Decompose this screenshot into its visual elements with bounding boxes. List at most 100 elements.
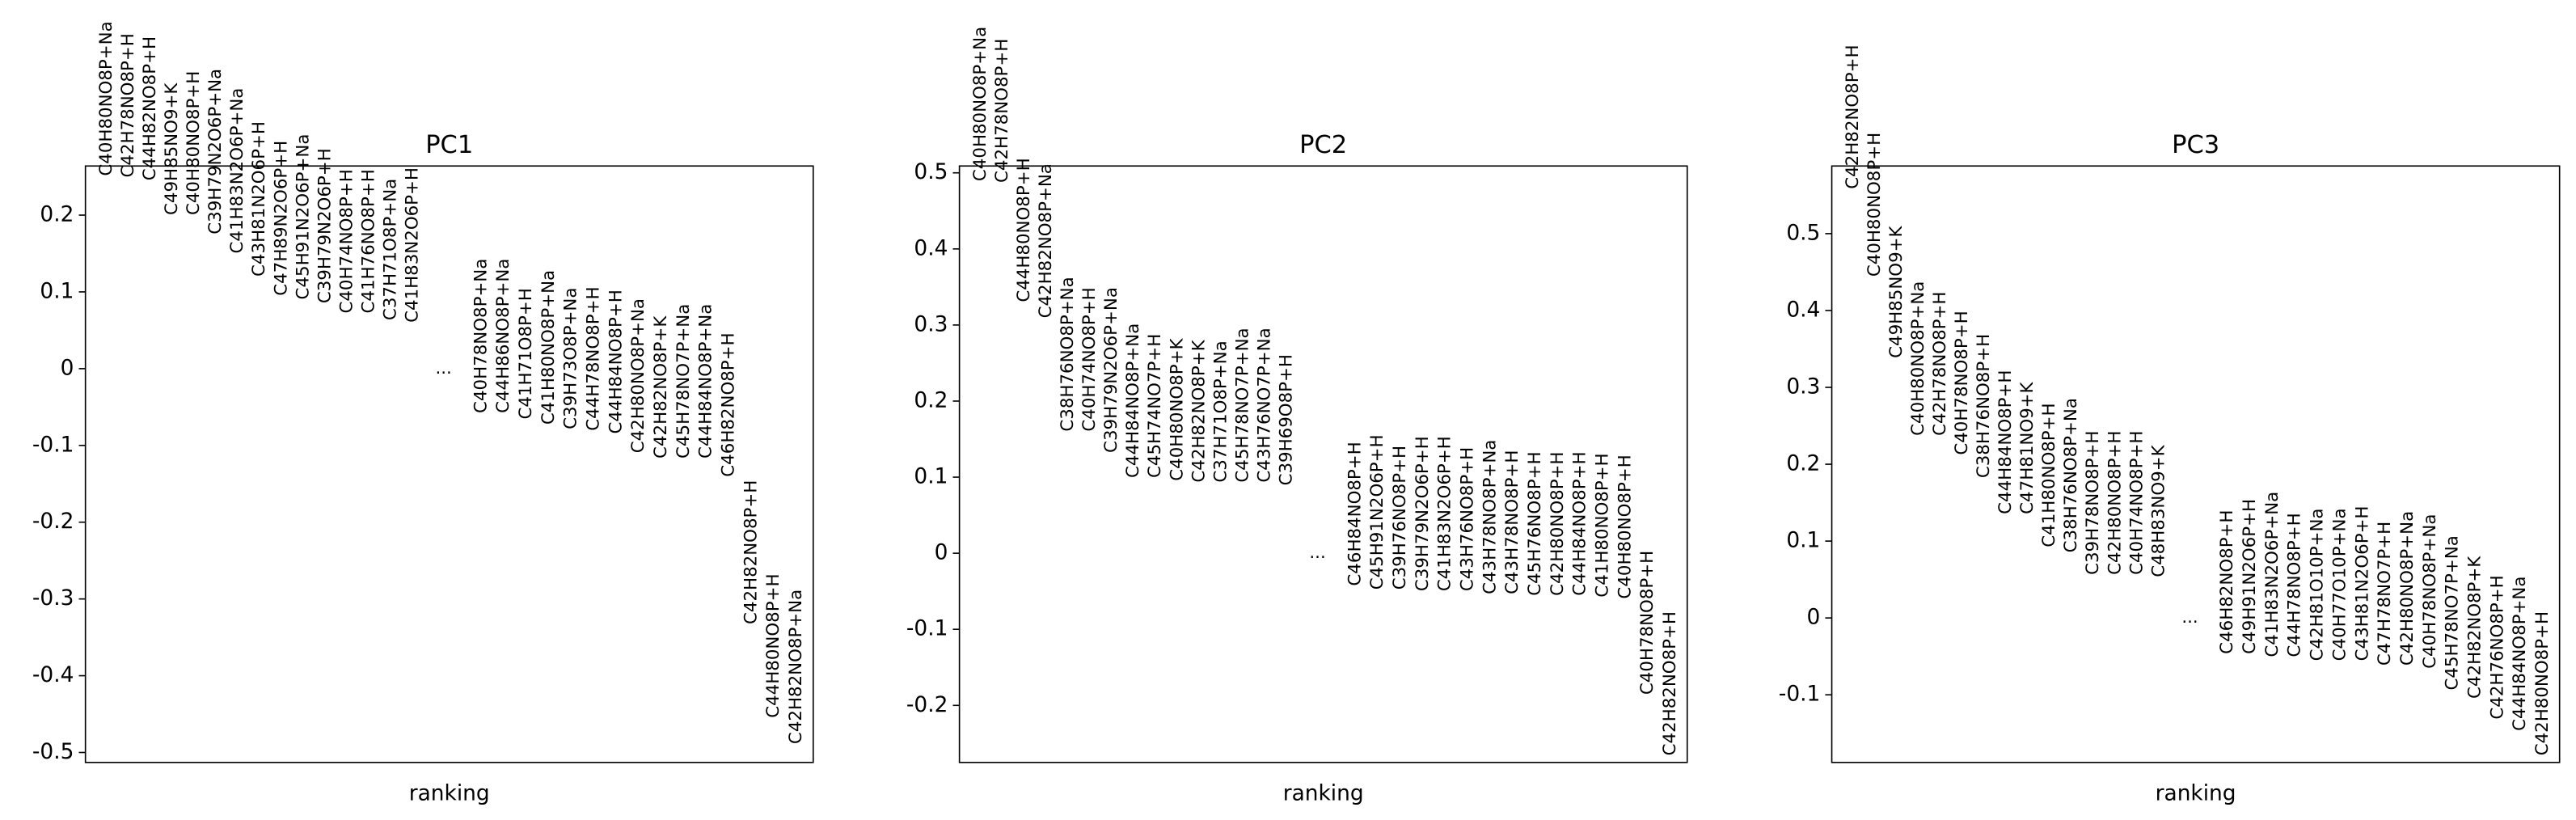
loading-label: C48H83NO9+K xyxy=(2148,444,2168,577)
loading-label: C42H80NO8P+H xyxy=(2105,431,2125,575)
panel-title: PC3 xyxy=(2172,131,2219,159)
loading-label: C41H83N2O6P+Na xyxy=(2262,492,2283,657)
x-axis-label: ranking xyxy=(2156,781,2236,806)
panel: -0.1 0 0.1 0.2 0.3 0.4 0.5 C42H82NO8P+H C40H80NO… xyxy=(1779,44,2561,806)
loading-label: C42H82NO8P+H xyxy=(1660,611,1680,755)
y-tick-label: -0.4 xyxy=(32,662,74,687)
loading-label: C46H84NO8P+H xyxy=(1345,442,1365,585)
loading-label: C44H84NO8P+Na xyxy=(696,304,716,459)
loading-label: C42H81O10P+Na xyxy=(2308,508,2328,661)
y-tick-label: -0.2 xyxy=(906,692,948,717)
loading-label: C42H82NO8P+K xyxy=(2464,556,2485,699)
loading-label: C40H80NO8P+Na xyxy=(970,27,990,181)
y-tick-label: 0 xyxy=(61,355,74,380)
loading-label: C40H78NO8P+H xyxy=(1952,311,1972,454)
loading-label: C46H82NO8P+H xyxy=(719,332,739,476)
y-tick-label: -0.1 xyxy=(32,432,74,457)
y-tick-label: 0 xyxy=(935,540,948,565)
loading-label: C44H78NO8P+H xyxy=(584,286,604,430)
loading-label: C39H73O8P+Na xyxy=(561,288,581,429)
loading-label: C46H82NO8P+H xyxy=(2217,510,2237,654)
loading-label: C40H74NO8P+H xyxy=(1079,287,1100,431)
y-tick-label: 0.1 xyxy=(914,464,948,489)
y-tick-label: 0.4 xyxy=(1786,297,1820,322)
loading-label: C39H79N2O6P+H xyxy=(315,148,335,303)
loading-label: C39H69O8P+H xyxy=(1276,354,1296,485)
loading-label: C38H76NO8P+Na xyxy=(2061,398,2081,552)
loading-label: C40H80NO8P+Na xyxy=(1908,281,1928,436)
loading-label: C44H82NO8P+H xyxy=(140,36,160,180)
loading-label: C45H91N2O6P+H xyxy=(1367,434,1387,590)
loading-label: C44H84NO8P+H xyxy=(1570,452,1590,596)
gap-label: ... xyxy=(435,358,451,378)
y-tick-label: 0.5 xyxy=(914,159,948,184)
y-tick-label: 0.2 xyxy=(1786,451,1820,476)
loading-label: C40H80NO8P+K xyxy=(1167,337,1187,480)
loading-label: C41H83N2O6P+H xyxy=(1435,436,1455,591)
loading-label: C42H80NO8P+H xyxy=(2532,611,2553,755)
loading-label: C41H83N2O6P+H xyxy=(402,167,422,323)
y-tick-label: 0.2 xyxy=(914,387,948,412)
loading-label: C43H78NO8P+Na xyxy=(1480,440,1500,594)
y-tick-label: 0.1 xyxy=(40,278,74,303)
y-tick-label: -0.1 xyxy=(906,616,948,641)
loading-label: C42H82NO8P+K xyxy=(651,315,671,459)
panel-title: PC1 xyxy=(425,131,473,159)
loading-label: C40H80NO8P+H xyxy=(184,71,204,215)
loading-label: C37H71O8P+Na xyxy=(380,179,400,320)
y-tick-label: -0.2 xyxy=(32,509,74,534)
loading-label: C49H85NO9+K xyxy=(162,82,182,215)
y-tick-label: -0.1 xyxy=(1779,682,1821,707)
y-tick-label: 0.3 xyxy=(1786,374,1820,399)
loading-label: C40H78NO8P+Na xyxy=(2420,514,2440,669)
y-tick-label: 0.2 xyxy=(40,202,74,227)
y-tick-label: -0.5 xyxy=(32,739,74,764)
loading-label: C44H80NO8P+H xyxy=(1014,158,1034,302)
loading-label: C47H89N2O6P+H xyxy=(271,141,291,296)
loading-label: C40H78NO8P+H xyxy=(1637,551,1658,695)
x-axis-label: ranking xyxy=(1283,781,1364,806)
loading-label: C42H82NO8P+K xyxy=(1189,339,1209,482)
loading-label: C40H78NO8P+Na xyxy=(471,259,491,413)
y-tick-label: 0 xyxy=(1807,605,1821,630)
loading-label: C42H80NO8P+Na xyxy=(2397,511,2418,666)
loading-label: C42H78NO8P+H xyxy=(1930,292,1950,436)
loading-label: C45H76NO8P+H xyxy=(1525,452,1545,596)
loading-label: C44H86NO8P+Na xyxy=(493,259,513,413)
loading-label: C43H76NO7P+Na xyxy=(1254,328,1274,482)
loading-label: C44H84NO8P+Na xyxy=(1123,323,1143,478)
loading-label: C38H76NO8P+H xyxy=(1974,334,1994,478)
loading-label: C43H76NO8P+H xyxy=(1457,447,1477,591)
loading-label: C42H76NO8P+H xyxy=(2487,575,2507,719)
loading-label: C45H74NO7P+H xyxy=(1145,334,1165,478)
axes-frame xyxy=(958,165,1688,763)
y-tick-label: 0.4 xyxy=(914,235,948,260)
loading-label: C42H78NO8P+H xyxy=(118,33,138,177)
loading-label: C44H78NO8P+H xyxy=(2285,513,2305,657)
panel: -0.2-0.100.10.20.30.40.5 C40H80NO8P+Na C42… xyxy=(906,27,1688,806)
loading-label: C42H82NO8P+Na xyxy=(786,590,806,744)
gap-label: ... xyxy=(1309,543,1325,563)
loading-label: C41H80NO8P+H xyxy=(2039,403,2059,547)
y-tick-label: 0.1 xyxy=(1786,528,1820,553)
loading-label: C45H78NO7P+Na xyxy=(674,304,694,459)
loading-label: C40H74NO8P+H xyxy=(336,169,357,313)
loading-label: C42H82NO8P+H xyxy=(741,480,761,624)
axes-frame xyxy=(1831,165,2561,763)
loading-label: C37H71O8P+Na xyxy=(1210,340,1231,482)
loading-label: C43H78NO8P+H xyxy=(1502,450,1522,594)
loading-label: C42H82NO8P+H xyxy=(1843,44,1863,188)
panel-title: PC2 xyxy=(1299,131,1347,159)
loading-label: C47H81NO9+K xyxy=(2017,381,2038,514)
loading-label: C44H84NO8P+H xyxy=(606,290,626,433)
loading-label: C40H74NO8P+H xyxy=(2126,431,2147,575)
loading-label: C43H81N2O6P+H xyxy=(2352,506,2372,661)
loading-label: C44H80NO8P+H xyxy=(763,573,783,717)
y-tick-label: 0.5 xyxy=(1786,220,1820,245)
loading-label: C39H78NO8P+H xyxy=(2083,431,2103,575)
x-axis-label: ranking xyxy=(409,781,490,806)
loading-label: C45H91N2O6P+Na xyxy=(293,134,313,300)
loading-label: C41H71O8P+H xyxy=(516,288,536,419)
panel: -0.5 -0.4 -0.3 -0.2 -0.1 0 0.1 0.2 C40H80NO8P+Na… xyxy=(32,21,814,806)
